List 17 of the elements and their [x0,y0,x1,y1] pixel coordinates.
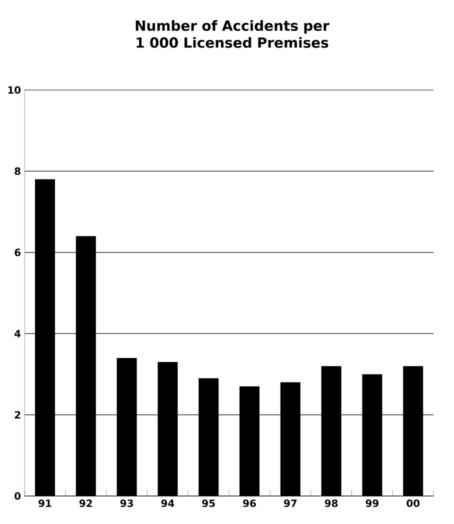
x-tick-label: 92 [79,500,92,508]
y-tick-label: 0 [14,492,21,500]
x-tick-label: 99 [366,500,378,508]
y-tick-label: 10 [8,86,21,94]
x-tick-label: 98 [324,500,338,508]
chart-title: Number of Accidents per 1 000 Licensed Premises [136,20,330,48]
x-tick-label: 97 [284,500,297,508]
x-tick-label: 91 [38,500,52,508]
x-tick-label: 96 [243,500,256,508]
x-tick-label: 00 [406,500,420,508]
x-tick-label: 95 [202,500,215,508]
x-tick-label: 94 [161,500,174,508]
x-tick-label: 93 [120,500,133,508]
y-tick-label: 2 [14,411,20,418]
y-tick-label: 4 [14,330,21,338]
y-tick-label: 6 [14,248,21,256]
y-tick-label: 8 [14,167,20,175]
